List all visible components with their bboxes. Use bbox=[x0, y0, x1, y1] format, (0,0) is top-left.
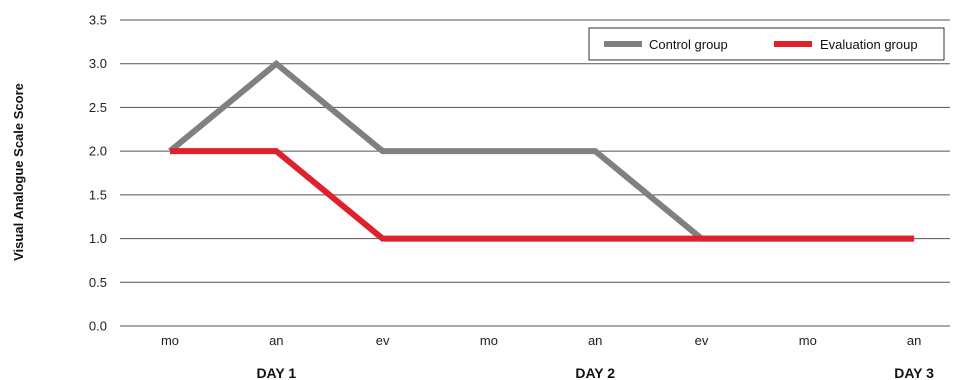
y-tick-label: 2.0 bbox=[89, 144, 107, 159]
legend-label-evaluation: Evaluation group bbox=[820, 37, 918, 52]
x-tick-label: ev bbox=[695, 333, 709, 348]
y-tick-label: 0.0 bbox=[89, 319, 107, 334]
x-tick-label: an bbox=[588, 333, 602, 348]
x-tick-label: mo bbox=[161, 333, 179, 348]
x-tick-label: an bbox=[269, 333, 283, 348]
y-axis-title: Visual Analogue Scale Score bbox=[11, 83, 26, 261]
series-line-evaluation bbox=[170, 148, 915, 242]
y-tick-label: 3.5 bbox=[89, 13, 107, 28]
day-label: DAY 1 bbox=[256, 365, 296, 380]
y-tick-label: 1.5 bbox=[89, 187, 107, 202]
y-tick-label: 1.0 bbox=[89, 231, 107, 246]
x-tick-label: ev bbox=[376, 333, 390, 348]
day-label: DAY 2 bbox=[575, 365, 615, 380]
y-tick-label: 3.0 bbox=[89, 56, 107, 71]
grid bbox=[120, 19, 950, 327]
tick-labels: 0.0 0.5 1.0 1.5 2.0 2.5 3.0 3.5 mo an ev mo an ev mo an… bbox=[89, 13, 934, 380]
series-lines bbox=[168, 59, 915, 242]
y-tick-label: 0.5 bbox=[89, 275, 107, 290]
legend-box bbox=[588, 27, 945, 61]
x-tick-label: an bbox=[907, 333, 921, 348]
y-tick-label: 2.5 bbox=[89, 100, 107, 115]
legend-label-control: Control group bbox=[649, 37, 728, 52]
day-label: DAY 3 bbox=[894, 365, 934, 380]
legend: Control group Evaluation group bbox=[588, 27, 945, 61]
x-tick-label: mo bbox=[480, 333, 498, 348]
x-tick-label: mo bbox=[799, 333, 817, 348]
